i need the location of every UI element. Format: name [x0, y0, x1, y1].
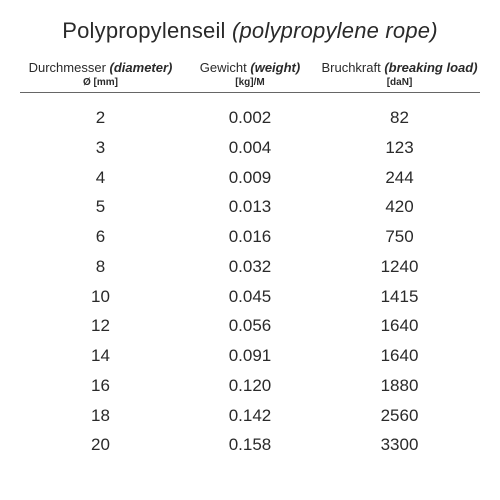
table-row: 200.1583300: [20, 430, 480, 460]
column-header-weight: Gewicht (weight) [kg]/M: [181, 60, 319, 88]
spec-table: Durchmesser (diameter) Ø [mm] Gewicht (w…: [20, 60, 480, 460]
cell-diameter: 2: [20, 103, 181, 133]
table-row: 120.0561640: [20, 311, 480, 341]
cell-load: 420: [319, 192, 480, 222]
cell-diameter: 10: [20, 282, 181, 312]
cell-weight: 0.056: [181, 311, 319, 341]
table-body: 20.0028230.00412340.00924450.01342060.01…: [20, 103, 480, 460]
cell-weight: 0.004: [181, 133, 319, 163]
table-row: 60.016750: [20, 222, 480, 252]
cell-load: 1640: [319, 341, 480, 371]
header-de: Durchmesser: [29, 60, 106, 75]
cell-diameter: 20: [20, 430, 181, 460]
column-header-diameter: Durchmesser (diameter) Ø [mm]: [20, 60, 181, 88]
table-row: 30.004123: [20, 133, 480, 163]
header-en: (weight): [250, 60, 300, 75]
cell-diameter: 14: [20, 341, 181, 371]
cell-load: 3300: [319, 430, 480, 460]
table-row: 160.1201880: [20, 371, 480, 401]
table-row: 20.00282: [20, 103, 480, 133]
cell-weight: 0.120: [181, 371, 319, 401]
page-title: Polypropylenseil (polypropylene rope): [20, 18, 480, 44]
cell-load: 1240: [319, 252, 480, 282]
header-de: Bruchkraft: [321, 60, 380, 75]
cell-diameter: 4: [20, 163, 181, 193]
cell-diameter: 8: [20, 252, 181, 282]
cell-load: 1415: [319, 282, 480, 312]
table-row: 180.1422560: [20, 401, 480, 431]
cell-load: 244: [319, 163, 480, 193]
title-en: (polypropylene rope): [232, 18, 438, 43]
cell-weight: 0.032: [181, 252, 319, 282]
cell-weight: 0.045: [181, 282, 319, 312]
cell-load: 123: [319, 133, 480, 163]
cell-weight: 0.091: [181, 341, 319, 371]
column-header-load: Bruchkraft (breaking load) [daN]: [319, 60, 480, 88]
cell-weight: 0.009: [181, 163, 319, 193]
cell-load: 1640: [319, 311, 480, 341]
cell-diameter: 6: [20, 222, 181, 252]
header-unit: [daN]: [319, 77, 480, 88]
table-row: 40.009244: [20, 163, 480, 193]
header-en: (breaking load): [384, 60, 477, 75]
cell-diameter: 12: [20, 311, 181, 341]
cell-diameter: 5: [20, 192, 181, 222]
cell-load: 82: [319, 103, 480, 133]
cell-weight: 0.142: [181, 401, 319, 431]
table-row: 80.0321240: [20, 252, 480, 282]
table-header-row: Durchmesser (diameter) Ø [mm] Gewicht (w…: [20, 60, 480, 93]
table-row: 100.0451415: [20, 282, 480, 312]
cell-diameter: 16: [20, 371, 181, 401]
cell-weight: 0.013: [181, 192, 319, 222]
header-en: (diameter): [110, 60, 173, 75]
title-de: Polypropylenseil: [62, 18, 225, 43]
header-de: Gewicht: [200, 60, 247, 75]
cell-diameter: 3: [20, 133, 181, 163]
table-row: 50.013420: [20, 192, 480, 222]
header-unit: [kg]/M: [181, 77, 319, 88]
cell-load: 2560: [319, 401, 480, 431]
table-row: 140.0911640: [20, 341, 480, 371]
cell-weight: 0.002: [181, 103, 319, 133]
cell-load: 1880: [319, 371, 480, 401]
header-unit: Ø [mm]: [20, 77, 181, 88]
cell-weight: 0.016: [181, 222, 319, 252]
cell-weight: 0.158: [181, 430, 319, 460]
cell-diameter: 18: [20, 401, 181, 431]
cell-load: 750: [319, 222, 480, 252]
